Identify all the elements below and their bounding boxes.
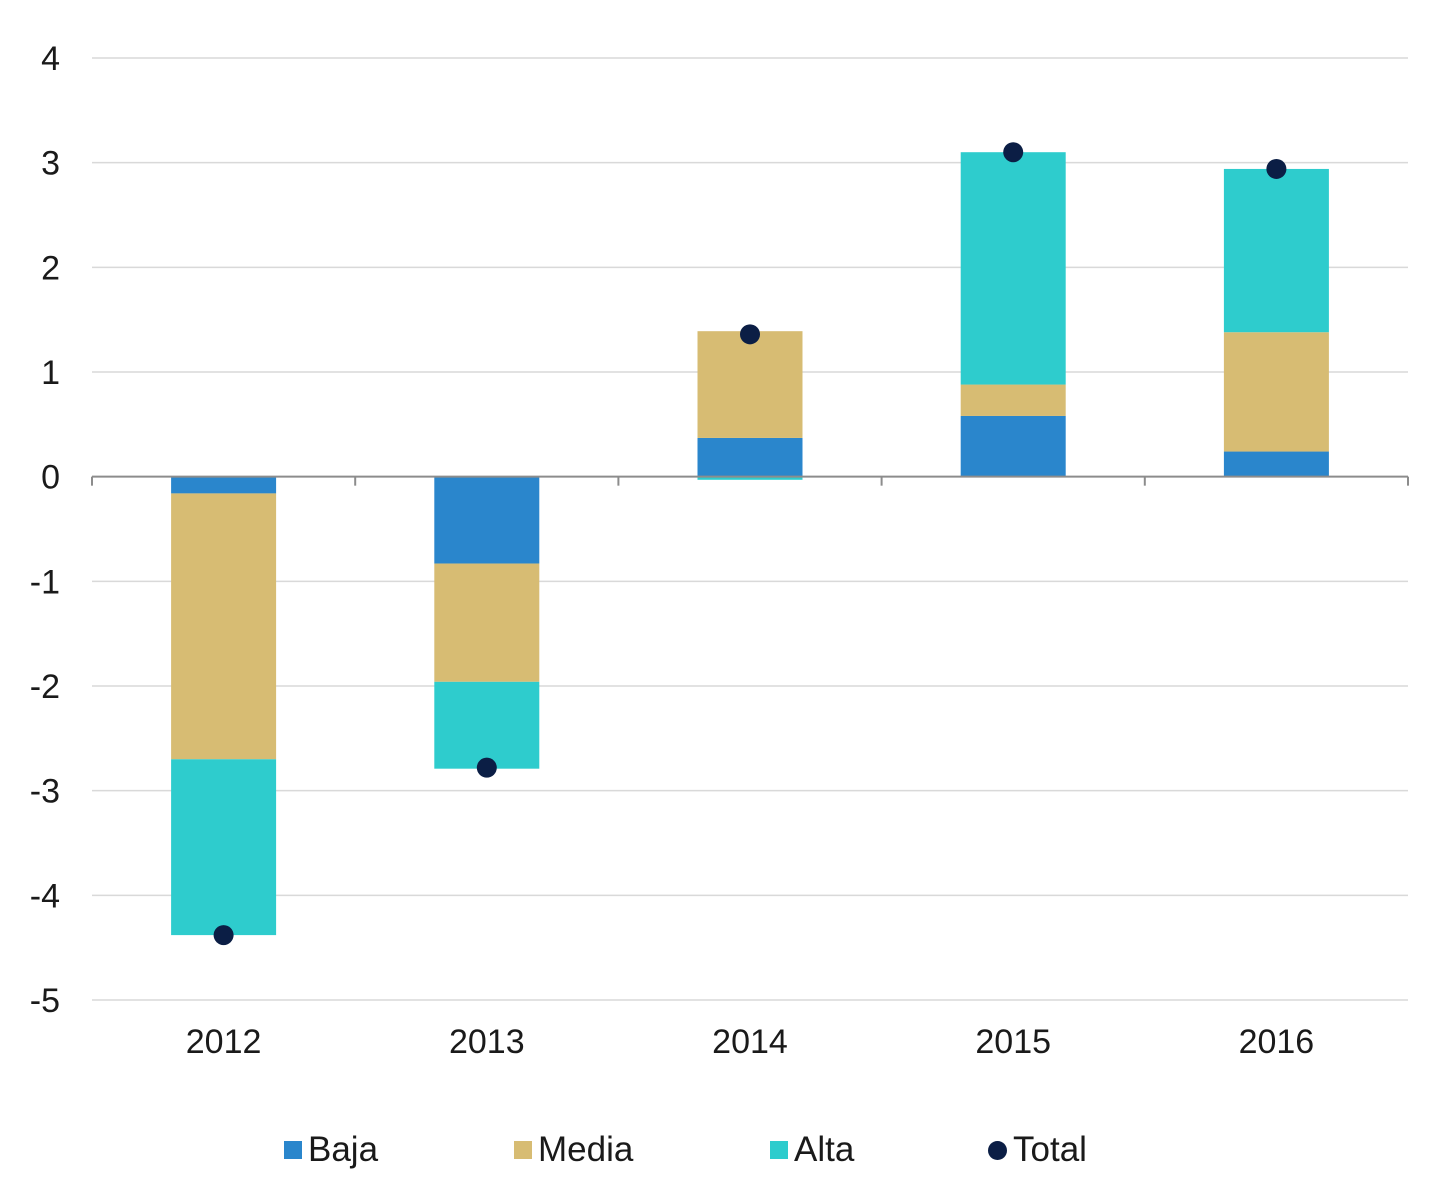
bar-alta-2015 [960,152,1066,385]
bar-media-2012 [171,493,277,760]
y-tick-label: 0 [41,459,60,497]
y-tick-label: 4 [41,40,60,78]
y-tick-label: 2 [41,249,60,287]
y-tick-label: -2 [30,668,60,706]
y-tick-label: -5 [30,982,60,1020]
x-tick-label: 2013 [449,1023,525,1061]
y-tick-label: -3 [30,773,60,811]
gridlines [92,57,1408,1001]
y-tick-label: -1 [30,563,60,601]
legend-item-total: Total [988,1120,1087,1180]
x-tick-label: 2012 [186,1023,262,1061]
legend-label-media: Media [538,1130,634,1169]
bar-baja-2014 [697,437,803,477]
x-tick-label: 2015 [975,1023,1051,1061]
legend-marker-total [988,1140,1007,1160]
point-total-2013 [476,757,497,778]
total-points [213,142,1287,946]
bar-baja-2015 [960,415,1066,477]
point-total-2014 [740,324,760,345]
bar-alta-2012 [171,759,277,936]
legend-label-total: Total [1013,1130,1087,1169]
y-tick-label: 3 [41,145,60,183]
bar-media-2015 [960,384,1066,416]
bar-alta-2013 [434,681,540,769]
bars [171,152,1329,936]
bar-baja-2012 [171,476,277,494]
legend-swatch-alta [770,1141,788,1159]
x-axis [91,475,1409,486]
legend-item-media: Media [514,1120,633,1180]
legend-item-baja: Baja [284,1120,378,1180]
bar-baja-2016 [1223,451,1329,477]
bar-media-2016 [1223,332,1329,452]
chart: 4 3 2 1 0 -1 -2 -3 -4 -5 2012 2013 2014 2015 2016 [30,40,1409,1061]
bar-media-2013 [434,563,540,682]
bar-media-2014 [697,331,803,438]
point-total-2015 [1003,142,1024,163]
legend: Baja Media Alta Total [0,1120,1454,1180]
y-tick-labels: 4 3 2 1 0 -1 -2 -3 -4 -5 [30,40,60,1020]
bar-alta-2016 [1223,168,1329,333]
y-tick-label: -4 [30,877,60,915]
point-total-2016 [1266,158,1287,179]
legend-item-alta: Alta [770,1120,854,1180]
point-total-2012 [213,925,234,946]
bar-alta-2014 [697,476,803,480]
legend-swatch-baja [284,1141,302,1159]
x-tick-label: 2014 [712,1023,788,1061]
legend-label-alta: Alta [794,1130,855,1169]
legend-swatch-media [514,1141,532,1159]
x-tick-label: 2016 [1239,1023,1315,1061]
y-tick-label: 1 [41,354,60,392]
bar-baja-2013 [434,476,540,564]
legend-label-baja: Baja [308,1130,379,1169]
x-tick-labels: 2012 2013 2014 2015 2016 [186,1023,1314,1061]
